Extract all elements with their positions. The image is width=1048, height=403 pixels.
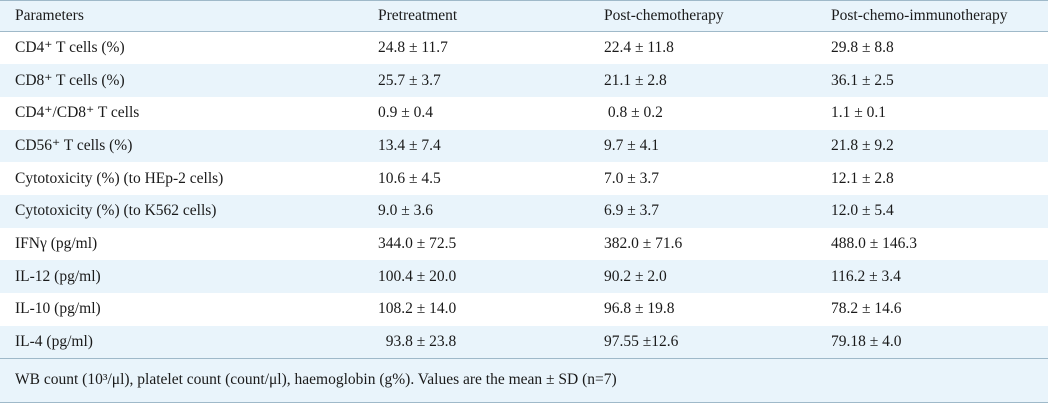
row-post-chemo-immunotherapy: 488.0 ± 146.3 [831,234,918,252]
table-row: IL-10 (pg/ml) 108.2 ± 14.0 96.8 ± 19.8 7… [0,293,1048,326]
row-post-chemotherapy: 96.8 ± 19.8 [604,300,675,318]
row-parameter: IL-12 (pg/ml) [15,267,101,285]
row-pretreatment: 108.2 ± 14.0 [378,300,457,318]
row-post-chemotherapy: 90.2 ± 2.0 [604,267,667,285]
row-post-chemotherapy: 21.1 ± 2.8 [604,71,667,89]
row-pretreatment: 344.0 ± 72.5 [378,234,457,252]
table-row: Cytotoxicity (%) (to K562 cells) 9.0 ± 3… [0,194,1048,228]
table-row: IFNγ (pg/ml) 344.0 ± 72.5 382.0 ± 71.6 4… [0,227,1048,261]
row-post-chemo-immunotherapy: 36.1 ± 2.5 [831,71,894,89]
row-parameter: Cytotoxicity (%) (to HEp-2 cells) [15,169,224,187]
row-post-chemotherapy: 7.0 ± 3.7 [604,169,660,187]
table-row: IL-12 (pg/ml) 100.4 ± 20.0 90.2 ± 2.0 11… [0,260,1048,293]
table-row: CD4⁺/CD8⁺ T cells 0.9 ± 0.4 0.8 ± 0.2 1.… [0,96,1048,130]
row-parameter: CD4⁺ T cells (%) [15,39,125,57]
row-pretreatment: 9.0 ± 3.6 [378,202,434,220]
row-post-chemo-immunotherapy: 12.1 ± 2.8 [831,169,894,187]
row-pretreatment: 25.7 ± 3.7 [378,71,441,89]
row-pretreatment: 100.4 ± 20.0 [378,267,457,285]
table-footnote-row: WB count (10³/μl), platelet count (count… [0,358,1048,403]
row-post-chemo-immunotherapy: 79.18 ± 4.0 [831,332,902,350]
row-parameter: IFNγ (pg/ml) [15,234,98,252]
row-pretreatment: 10.6 ± 4.5 [378,169,441,187]
row-parameter: CD4⁺/CD8⁺ T cells [15,104,140,122]
row-post-chemo-immunotherapy: 1.1 ± 0.1 [831,104,887,122]
header-parameters: Parameters [15,7,84,24]
row-pretreatment: 13.4 ± 7.4 [378,136,441,154]
row-pretreatment: 0.9 ± 0.4 [378,104,434,122]
table-footnote: WB count (10³/μl), platelet count (count… [15,371,617,389]
row-parameter: CD8⁺ T cells (%) [15,71,125,89]
row-post-chemo-immunotherapy: 29.8 ± 8.8 [831,39,894,57]
row-post-chemotherapy: 9.7 ± 4.1 [604,136,660,154]
table-header-row: Parameters Pretreatment Post-chemotherap… [0,0,1048,32]
header-post-chemo-immunotherapy: Post-chemo-immunotherapy [831,7,1008,24]
row-post-chemotherapy: 97.55 ±12.6 [604,332,679,350]
table-row: IL-4 (pg/ml) 93.8 ± 23.8 97.55 ±12.6 79.… [0,325,1048,359]
row-pretreatment: 93.8 ± 23.8 [378,332,457,350]
row-parameter: IL-4 (pg/ml) [15,332,93,350]
row-post-chemotherapy: 22.4 ± 11.8 [604,39,674,57]
row-post-chemo-immunotherapy: 12.0 ± 5.4 [831,202,894,220]
row-pretreatment: 24.8 ± 11.7 [378,39,448,57]
row-post-chemotherapy: 382.0 ± 71.6 [604,234,683,252]
row-post-chemotherapy: 0.8 ± 0.2 [604,104,663,122]
row-parameter: Cytotoxicity (%) (to K562 cells) [15,202,217,220]
table-row: CD56⁺ T cells (%) 13.4 ± 7.4 9.7 ± 4.1 2… [0,129,1048,163]
row-parameter: IL-10 (pg/ml) [15,300,101,318]
row-post-chemotherapy: 6.9 ± 3.7 [604,202,660,220]
row-post-chemo-immunotherapy: 21.8 ± 9.2 [831,136,894,154]
header-post-chemotherapy: Post-chemotherapy [604,7,724,24]
header-pretreatment: Pretreatment [378,7,458,24]
table-row: Cytotoxicity (%) (to HEp-2 cells) 10.6 ±… [0,162,1048,195]
table-row: CD4⁺ T cells (%) 24.8 ± 11.7 22.4 ± 11.8… [0,31,1048,65]
row-post-chemo-immunotherapy: 78.2 ± 14.6 [831,300,902,318]
row-parameter: CD56⁺ T cells (%) [15,136,133,154]
row-post-chemo-immunotherapy: 116.2 ± 3.4 [831,267,901,285]
table-row: CD8⁺ T cells (%) 25.7 ± 3.7 21.1 ± 2.8 3… [0,64,1048,97]
